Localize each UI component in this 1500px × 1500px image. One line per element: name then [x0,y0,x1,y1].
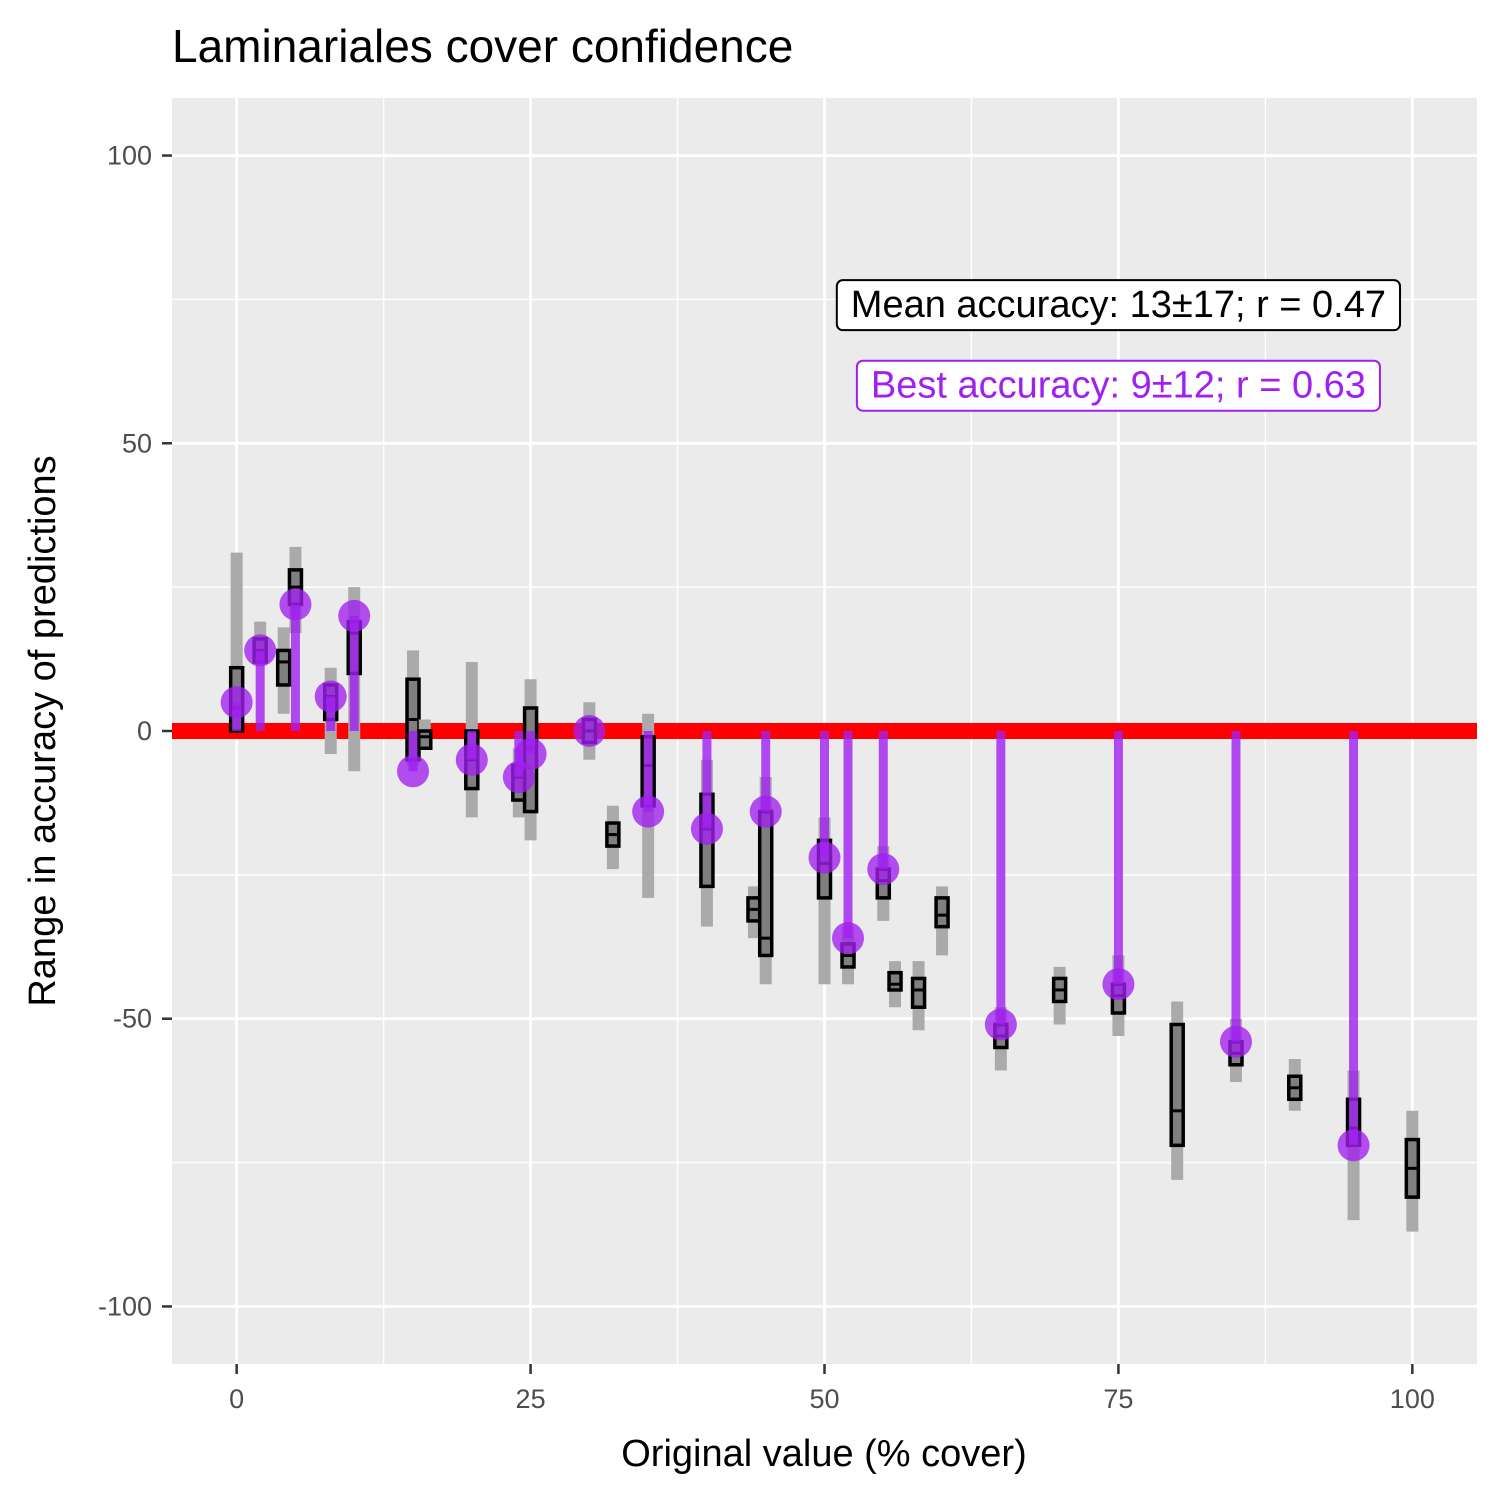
best-accuracy-point [749,795,782,828]
best-accuracy-point [573,715,606,747]
y-axis-tick-label: 0 [137,716,152,746]
best-accuracy-point [832,922,865,955]
boxplot-box [275,648,292,687]
boxplot [1169,1001,1185,1180]
best-accuracy-point [514,738,547,771]
x-axis-title: Original value (% cover) [621,1433,1026,1475]
best-accuracy-point [455,743,488,776]
best-accuracy-point [1219,1025,1252,1058]
best-accuracy-label: Best accuracy: 9±12; r = 0.63 [855,359,1381,412]
annotations-layer: Mean accuracy: 13±17; r = 0.47 Best accur… [835,279,1402,412]
y-axis-tick-label: -50 [113,1004,152,1034]
boxplot [887,961,903,1008]
best-accuracy-point [314,680,347,713]
best-accuracy-point [279,588,312,621]
boxplot [1404,1110,1421,1232]
mean-accuracy-label: Mean accuracy: 13±17; r = 0.47 [835,279,1402,332]
boxplot-box [757,809,774,958]
y-axis-title: Range in accuracy of predictions [22,455,64,1006]
boxplot-box [887,970,903,992]
annotation-text: Best accuracy: 9±12; r = 0.63 [871,365,1366,407]
best-accuracy-point [338,599,371,632]
best-accuracy-point [690,812,723,845]
best-accuracy-point [1102,968,1135,1001]
y-axis-tick-label: -100 [98,1291,152,1321]
x-axis-tick-label: 100 [1390,1384,1435,1414]
best-accuracy-point [867,853,900,886]
annotation-text: Mean accuracy: 13±17; r = 0.47 [851,284,1386,326]
boxplot [1051,966,1068,1025]
y-axis-tick-label: 50 [122,428,152,458]
y-axis-tick-label: 100 [107,141,152,171]
x-axis-tick-label: 50 [809,1384,839,1414]
best-accuracy-point [1337,1129,1370,1162]
axes-layer: 100 50 0 -50 -100 0 25 50 75 100 [98,141,1435,1414]
boxplot [910,961,927,1031]
x-axis-tick-label: 0 [229,1384,244,1414]
annotation-box [835,279,1402,332]
chart-title: Laminariales cover confidence [172,20,793,72]
best-accuracy-point [397,755,430,788]
best-accuracy-point [244,634,277,667]
best-accuracy-layer [220,588,1370,1162]
boxplot [1287,1059,1303,1111]
best-accuracy-point [632,795,665,828]
boxplot [934,886,950,956]
boxplot-box [417,729,433,751]
boxplot-box [934,896,950,929]
x-axis-tick-label: 25 [516,1384,546,1414]
boxplot [605,805,621,870]
best-accuracy-point [808,841,841,874]
boxplot [417,719,433,751]
boxplot-box [910,976,927,1009]
boxplot-box [1169,1022,1185,1148]
boxplot [275,627,292,714]
annotation-box [855,359,1381,412]
best-accuracy-point [984,1008,1017,1041]
x-axis-tick-label: 75 [1103,1384,1133,1414]
best-accuracy-point [220,686,253,719]
